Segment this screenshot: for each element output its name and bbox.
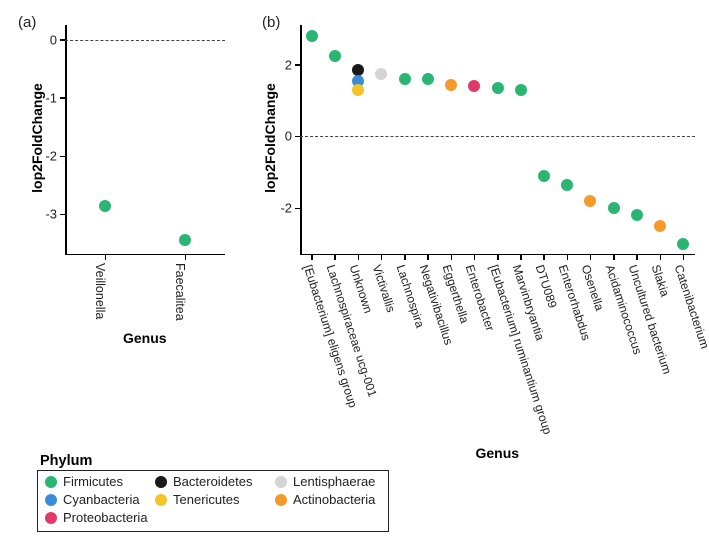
legend-swatch-icon xyxy=(275,494,287,506)
legend-item: Lentisphaerae xyxy=(275,474,375,489)
legend-label: Actinobacteria xyxy=(293,492,375,507)
legend-label: Bacteroidetes xyxy=(173,474,253,489)
panel-label-a: (a) xyxy=(18,14,36,31)
legend-item: Proteobacteria xyxy=(45,510,148,525)
legend-swatch-icon xyxy=(45,512,57,524)
figure-root: (a) (b) lop2FoldChange Genus lop2FoldCha… xyxy=(0,0,709,539)
data-point xyxy=(179,234,191,246)
legend-item: Bacteroidetes xyxy=(155,474,253,489)
legend-label: Firmicutes xyxy=(63,474,123,489)
data-point xyxy=(329,50,341,62)
legend-title: Phylum xyxy=(40,453,92,469)
legend-label: Lentisphaerae xyxy=(293,474,375,489)
y-tick-label: -2 xyxy=(35,149,57,164)
data-point xyxy=(584,195,596,207)
xlabel-b: Genus xyxy=(476,445,520,461)
x-tick-label: Veillonella xyxy=(93,263,107,319)
data-point xyxy=(375,68,387,80)
data-point xyxy=(399,73,411,85)
legend-label: Tenericutes xyxy=(173,492,239,507)
chart-b xyxy=(300,25,695,255)
legend-swatch-icon xyxy=(155,494,167,506)
data-point xyxy=(492,82,504,94)
legend-item: Actinobacteria xyxy=(275,492,375,507)
y-tick-label: 2 xyxy=(270,57,292,72)
legend-item: Firmicutes xyxy=(45,474,123,489)
y-tick-label: -1 xyxy=(35,90,57,105)
legend-swatch-icon xyxy=(275,476,287,488)
y-tick-label: 0 xyxy=(35,32,57,47)
data-point xyxy=(422,73,434,85)
data-point xyxy=(445,79,457,91)
y-tick-label: -3 xyxy=(35,207,57,222)
xlabel-a: Genus xyxy=(123,330,167,346)
legend-swatch-icon xyxy=(45,476,57,488)
chart-a xyxy=(65,25,225,255)
panel-label-b: (b) xyxy=(262,14,280,31)
legend-label: Cyanbacteria xyxy=(63,492,140,507)
y-tick-label: -2 xyxy=(270,201,292,216)
legend-swatch-icon xyxy=(45,494,57,506)
legend-item: Cyanbacteria xyxy=(45,492,140,507)
data-point xyxy=(538,170,550,182)
x-tick-label: Faecalitea xyxy=(173,263,187,321)
legend-label: Proteobacteria xyxy=(63,510,148,525)
y-tick-label: 0 xyxy=(270,129,292,144)
legend-item: Tenericutes xyxy=(155,492,239,507)
data-point xyxy=(561,179,573,191)
data-point xyxy=(608,202,620,214)
data-point xyxy=(677,238,689,250)
data-point xyxy=(631,209,643,221)
x-tick-label: Catenibacterium xyxy=(672,263,709,350)
data-point xyxy=(515,84,527,96)
x-tick-label: Slakia xyxy=(649,263,672,298)
data-point xyxy=(468,80,480,92)
data-point xyxy=(306,30,318,42)
data-point xyxy=(654,220,666,232)
legend-swatch-icon xyxy=(155,476,167,488)
data-point xyxy=(352,84,364,96)
data-point xyxy=(99,200,111,212)
